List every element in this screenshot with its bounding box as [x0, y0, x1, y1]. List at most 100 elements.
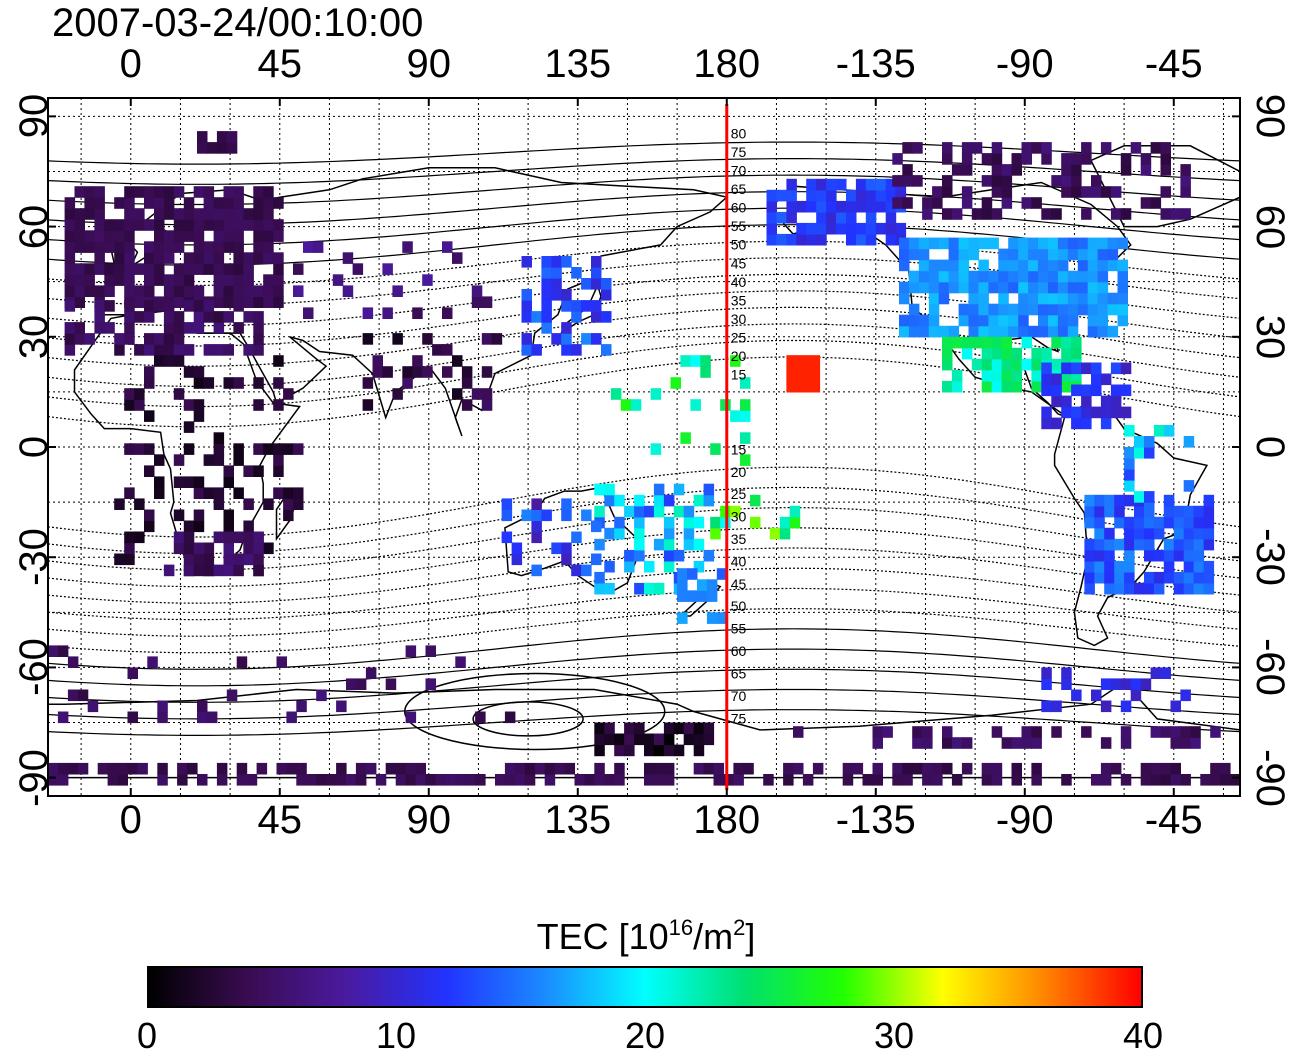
- tec-cell: [243, 274, 254, 286]
- tec-cell: [653, 505, 665, 518]
- tec-cell: [1011, 153, 1022, 165]
- tec-cell: [981, 347, 993, 360]
- tec-cell: [197, 711, 208, 724]
- tec-cell: [908, 270, 920, 283]
- tec-cell: [64, 241, 76, 253]
- tec-cell: [84, 197, 95, 209]
- tec-cell: [253, 564, 264, 577]
- tec-cell: [1071, 347, 1082, 360]
- tec-cell: [253, 465, 264, 477]
- tec-cell: [1051, 336, 1062, 349]
- tec-cell: [1048, 314, 1059, 327]
- tec-cell: [594, 722, 605, 735]
- tec-cell: [197, 700, 208, 713]
- tec-cell: [127, 667, 138, 679]
- tec-cell: [1134, 582, 1145, 595]
- tec-cell: [94, 241, 105, 253]
- tec-cell: [173, 476, 185, 488]
- tec-cell: [1183, 538, 1195, 551]
- tec-cell: [197, 131, 208, 143]
- tec-cell: [303, 241, 314, 253]
- tec-cell: [1028, 237, 1039, 250]
- tec-cell: [1048, 248, 1059, 261]
- tec-cell: [796, 233, 807, 246]
- tec-cell: [1120, 153, 1132, 165]
- tec-cell: [624, 722, 635, 735]
- tec-cell: [865, 211, 877, 224]
- tec-cell: [670, 377, 681, 389]
- tec-cell: [1114, 560, 1125, 573]
- tec-cell: [610, 388, 622, 400]
- tec-cell: [233, 377, 244, 389]
- tec-cell: [591, 311, 602, 323]
- tec-cell: [452, 252, 463, 264]
- tec-cell: [233, 241, 244, 253]
- tec-cell: [591, 553, 602, 566]
- tec-cell: [1081, 395, 1092, 408]
- axis-tick-marks: [48, 98, 1240, 796]
- tec-cell: [1031, 380, 1042, 393]
- tec-cell: [624, 549, 635, 562]
- tec-cell: [475, 774, 486, 786]
- tec-cell: [740, 410, 751, 422]
- tec-cell: [243, 520, 254, 533]
- tec-cell: [1021, 737, 1032, 749]
- tec-cell: [942, 336, 953, 349]
- tec-cell: [48, 762, 59, 775]
- tec-cell: [942, 380, 953, 393]
- tec-cell: [779, 527, 791, 540]
- tec-cell: [594, 744, 605, 757]
- tec-cell: [114, 274, 125, 286]
- tec-cell: [872, 737, 883, 749]
- tec-cell: [77, 762, 89, 775]
- tec-cell: [998, 314, 1009, 327]
- tec-cell: [1183, 516, 1195, 529]
- tec-cell: [1140, 164, 1152, 176]
- tec-cell: [455, 774, 466, 786]
- tec-cell: [826, 211, 837, 224]
- tec-cell: [233, 487, 244, 499]
- tec-cell: [928, 281, 940, 294]
- tec-cell: [1110, 406, 1122, 419]
- tec-cell: [918, 270, 930, 283]
- tec-cell: [246, 774, 258, 786]
- tec-cell: [1091, 689, 1102, 702]
- y-tick-label-right: -30: [1248, 528, 1292, 587]
- tec-cell: [193, 564, 205, 577]
- tec-cell: [604, 494, 615, 507]
- tec-cell: [402, 241, 413, 253]
- tec-cell: [1077, 303, 1089, 316]
- tec-cell: [481, 399, 493, 411]
- tec-cell: [124, 531, 135, 544]
- tec-cell: [693, 516, 705, 529]
- contour-label: 50: [731, 598, 747, 614]
- tec-cell: [134, 263, 145, 275]
- magnetic-contour: [47, 709, 1241, 736]
- tec-cell: [193, 241, 205, 253]
- tec-cell: [683, 538, 695, 551]
- tec-cell: [892, 175, 903, 187]
- tec-cell: [445, 774, 456, 786]
- tec-cell: [293, 498, 304, 510]
- tec-cell: [786, 178, 797, 191]
- tec-cell: [816, 211, 827, 224]
- tec-cell: [67, 762, 79, 775]
- tec-cell: [591, 278, 602, 290]
- tec-cell: [865, 189, 877, 202]
- tec-cell: [385, 678, 397, 690]
- magnetic-contour: [47, 339, 1241, 408]
- tec-cell: [173, 274, 185, 286]
- tec-cell: [706, 590, 718, 602]
- x-tick-label-bottom: -135: [835, 798, 916, 842]
- tec-cell: [846, 233, 857, 246]
- tec-cell: [293, 443, 304, 455]
- tec-cell: [1203, 582, 1215, 595]
- tec-cell: [1031, 369, 1042, 382]
- tec-cell: [127, 762, 138, 775]
- tec-cell: [971, 358, 983, 371]
- tec-cell: [693, 733, 705, 746]
- tec-cell: [551, 256, 562, 268]
- tec-cell: [1018, 259, 1029, 272]
- tec-cell: [614, 494, 625, 507]
- tec-cell: [1180, 774, 1191, 786]
